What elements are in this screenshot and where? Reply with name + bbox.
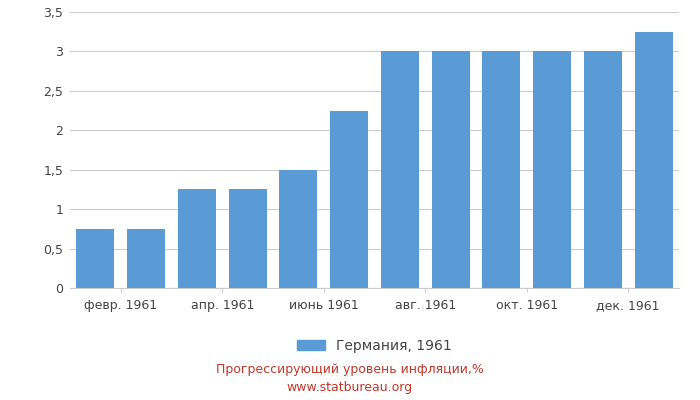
Bar: [533, 52, 571, 288]
Bar: [381, 52, 419, 288]
Legend: Германия, 1961: Германия, 1961: [292, 333, 457, 358]
Bar: [584, 52, 622, 288]
Bar: [635, 32, 673, 288]
Text: Прогрессирующий уровень инфляции,%: Прогрессирующий уровень инфляции,%: [216, 364, 484, 376]
Bar: [229, 190, 267, 288]
Text: www.statbureau.org: www.statbureau.org: [287, 382, 413, 394]
Bar: [76, 229, 114, 288]
Bar: [482, 52, 520, 288]
Bar: [279, 170, 317, 288]
Bar: [178, 190, 216, 288]
Bar: [432, 52, 470, 288]
Bar: [330, 110, 368, 288]
Bar: [127, 229, 165, 288]
